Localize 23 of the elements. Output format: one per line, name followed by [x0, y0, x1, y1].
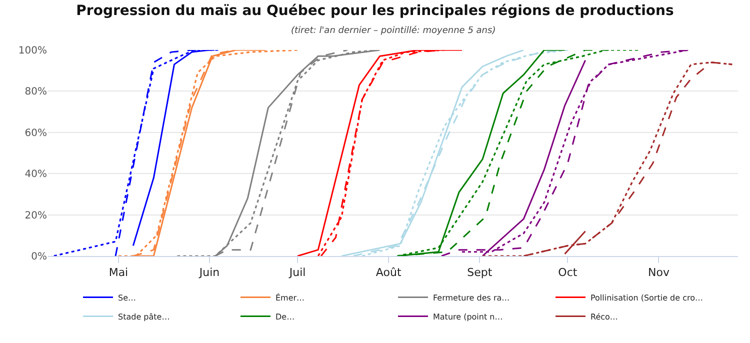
legend-label: Mature (point n… [433, 312, 503, 322]
x-tick-label: Mai [108, 266, 128, 280]
y-tick-label: 40% [24, 169, 47, 180]
y-tick-label: 20% [24, 210, 47, 222]
chart-title: Progression du maïs au Québec pour les principales régions de productions [76, 2, 674, 19]
chart-subtitle: (tiret: l'an dernier – pointillé: moyenne 5 ans) [291, 25, 496, 36]
legend-label: Se… [118, 293, 136, 302]
y-tick-label: 0% [31, 252, 47, 262]
y-tick-label: 100% [18, 46, 47, 56]
legend-label: Fermeture des ra… [433, 293, 510, 302]
x-tick-label: Août [376, 266, 402, 280]
legend-label: Émer… [276, 292, 305, 302]
legend-label: De… [276, 312, 295, 322]
x-tick-label: Oct [558, 266, 578, 280]
y-tick-label: 60% [24, 128, 47, 139]
x-tick-label: Juin [198, 266, 220, 280]
y-tick-label: 80% [24, 86, 47, 98]
legend-label: Pollinisation (Sortie de cro… [590, 293, 703, 302]
legend-label: Stade pâte… [118, 312, 170, 322]
x-tick-label: Sept [467, 266, 493, 280]
x-tick-label: Nov [648, 266, 670, 280]
x-tick-label: Juil [288, 266, 306, 280]
legend-label: Réco… [590, 312, 618, 322]
